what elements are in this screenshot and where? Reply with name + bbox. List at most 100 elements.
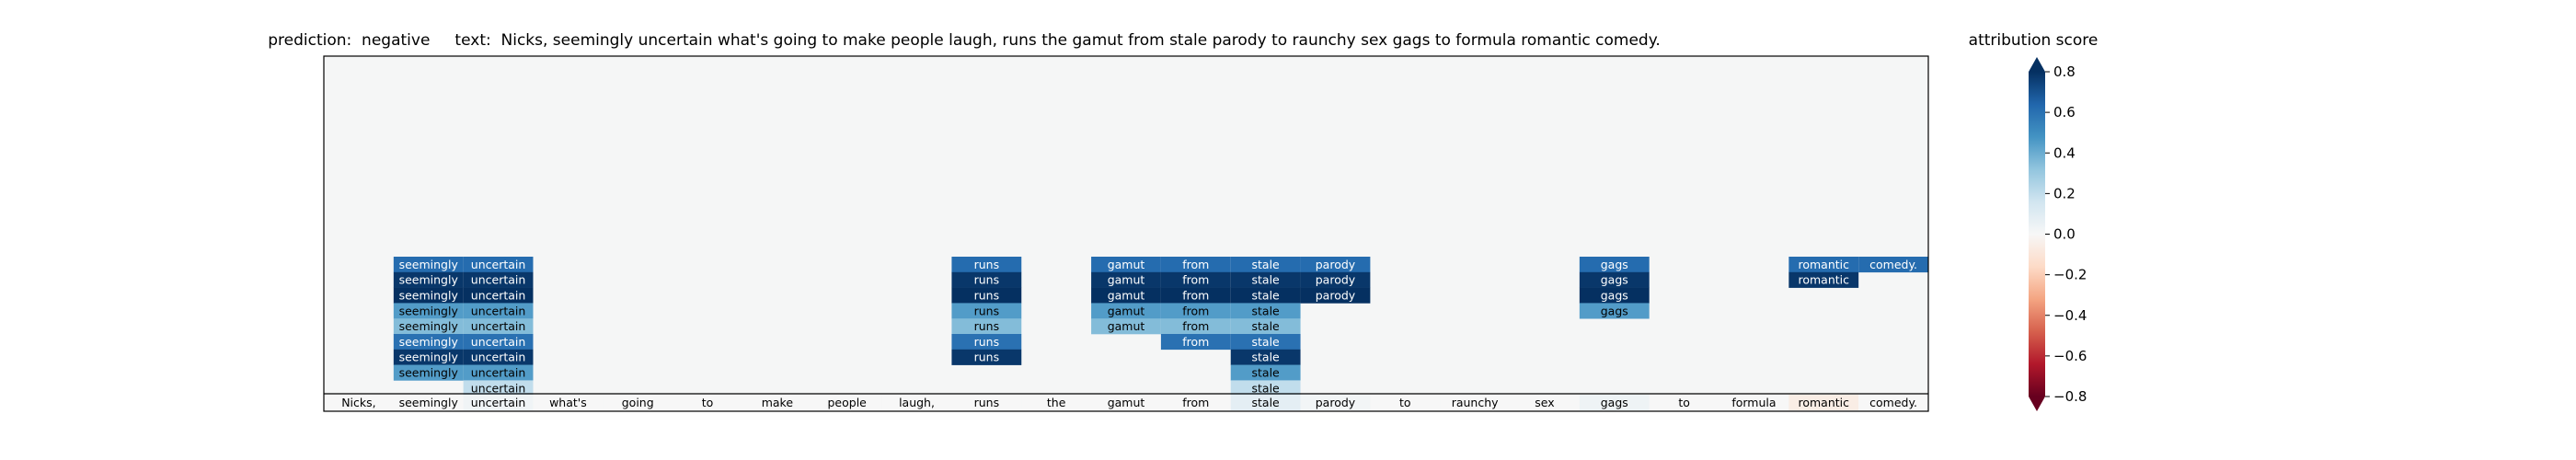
- token-score-cell: [1510, 395, 1580, 410]
- token-score-cell: [1440, 395, 1511, 410]
- attribution-cell: [1091, 271, 1161, 288]
- token-score-cell: [1649, 395, 1719, 410]
- attribution-cell: [393, 364, 464, 381]
- attribution-cell-label: comedy.: [1869, 258, 1917, 271]
- attribution-cell: [1300, 257, 1371, 273]
- attribution-cell: [463, 271, 534, 288]
- attribution-cell: [393, 257, 464, 273]
- attribution-cell-label: runs: [974, 335, 1000, 349]
- attribution-cell-label: runs: [974, 273, 1000, 287]
- token-label: make: [762, 396, 794, 409]
- attribution-cell: [1300, 287, 1371, 304]
- attribution-cell: [393, 271, 464, 288]
- attribution-cell: [1230, 349, 1301, 365]
- token-label: raunchy: [1452, 396, 1499, 409]
- token-score-cell: [1230, 395, 1301, 410]
- attribution-cell: [463, 318, 534, 335]
- colorbar-tick-label: 0.6: [2053, 104, 2076, 121]
- attribution-cell-label: uncertain: [471, 366, 526, 380]
- attribution-cell: [1160, 271, 1231, 288]
- token-score-cell: [1300, 395, 1371, 410]
- token-label: runs: [974, 396, 1000, 409]
- attribution-cell: [951, 318, 1022, 335]
- attribution-cell: [1160, 318, 1231, 335]
- attribution-cell: [463, 380, 534, 397]
- attribution-cell: [1160, 334, 1231, 351]
- colorbar-tick-label: 0.0: [2053, 226, 2076, 243]
- token-label: romantic: [1798, 396, 1849, 409]
- token-label: to: [702, 396, 714, 409]
- attribution-cell-label: uncertain: [471, 258, 526, 271]
- attribution-cell-label: seemingly: [399, 351, 459, 364]
- token-score-cell: [533, 395, 604, 410]
- attribution-cell-label: stale: [1252, 289, 1281, 303]
- attribution-cell-label: runs: [974, 351, 1000, 364]
- colorbar-extend-top: [2029, 57, 2045, 72]
- token-score-cell: [1858, 395, 1928, 410]
- attribution-cell-label: stale: [1252, 351, 1281, 364]
- attribution-cell-label: romantic: [1798, 258, 1849, 271]
- attribution-cell-label: stale: [1252, 273, 1281, 287]
- attribution-cell: [951, 287, 1022, 304]
- attribution-cell: [1579, 303, 1650, 319]
- attribution-cell-label: seemingly: [399, 319, 459, 333]
- attribution-cell: [393, 349, 464, 365]
- attribution-cell: [1160, 257, 1231, 273]
- token-score-cell: [393, 395, 464, 410]
- attribution-cell: [1579, 257, 1650, 273]
- token-label: formula: [1731, 396, 1776, 409]
- colorbar-tick-label: 0.2: [2053, 185, 2076, 201]
- attribution-cell-label: stale: [1252, 319, 1281, 333]
- attribution-cell-label: stale: [1252, 335, 1281, 349]
- attribution-cell: [1160, 287, 1231, 304]
- token-score-cell: [463, 395, 534, 410]
- colorbar-title: attribution score: [1968, 31, 2099, 50]
- attribution-cell: [1230, 257, 1301, 273]
- token-score-cell: [324, 395, 394, 410]
- attribution-cell-label: stale: [1252, 304, 1281, 317]
- token-score-cell: [811, 395, 882, 410]
- attribution-cell-label: gags: [1601, 258, 1628, 271]
- attribution-cell-label: stale: [1252, 381, 1281, 395]
- token-label: what's: [549, 396, 587, 409]
- attribution-cell-label: uncertain: [471, 335, 526, 349]
- attribution-cell-label: gags: [1601, 289, 1628, 303]
- attribution-cell-label: uncertain: [471, 351, 526, 364]
- attribution-cell-label: from: [1182, 319, 1209, 333]
- attribution-cell-label: gamut: [1108, 319, 1145, 333]
- attribution-cell: [1091, 287, 1161, 304]
- token-label: stale: [1252, 396, 1281, 409]
- attribution-cell: [393, 287, 464, 304]
- attribution-cell: [1230, 287, 1301, 304]
- attribution-cell-label: parody: [1316, 273, 1356, 287]
- attribution-cell: [951, 334, 1022, 351]
- attribution-cell-label: uncertain: [471, 273, 526, 287]
- attribution-cell-label: from: [1182, 289, 1209, 303]
- attribution-cell: [393, 318, 464, 335]
- attribution-cell: [1230, 271, 1301, 288]
- token-score-cell: [1788, 395, 1859, 410]
- attribution-cell-label: gags: [1601, 304, 1628, 317]
- attribution-cell: [1788, 271, 1859, 288]
- token-label: comedy.: [1869, 396, 1917, 409]
- token-score-cell: [673, 395, 742, 410]
- plot-frame: [323, 55, 1929, 412]
- attribution-cell-label: seemingly: [399, 366, 459, 380]
- token-score-cell: [603, 395, 673, 410]
- token-label: gamut: [1108, 396, 1145, 409]
- colorbar-tick-label: 0.4: [2053, 144, 2076, 161]
- attribution-cell: [951, 349, 1022, 365]
- token-score-cell: [1021, 395, 1092, 410]
- attribution-cell: [393, 303, 464, 319]
- token-score-cell: [1091, 395, 1161, 410]
- chart-title: prediction: negative text: Nicks, seemin…: [268, 31, 1661, 50]
- attribution-cell: [951, 303, 1022, 319]
- attribution-cell-label: runs: [974, 319, 1000, 333]
- attribution-cell-label: runs: [974, 289, 1000, 303]
- attribution-cell: [1230, 318, 1301, 335]
- token-label: to: [1399, 396, 1411, 409]
- attribution-cell-label: seemingly: [399, 258, 459, 271]
- attribution-cell: [393, 334, 464, 351]
- attribution-cell-label: parody: [1316, 289, 1356, 303]
- attribution-cell: [463, 257, 534, 273]
